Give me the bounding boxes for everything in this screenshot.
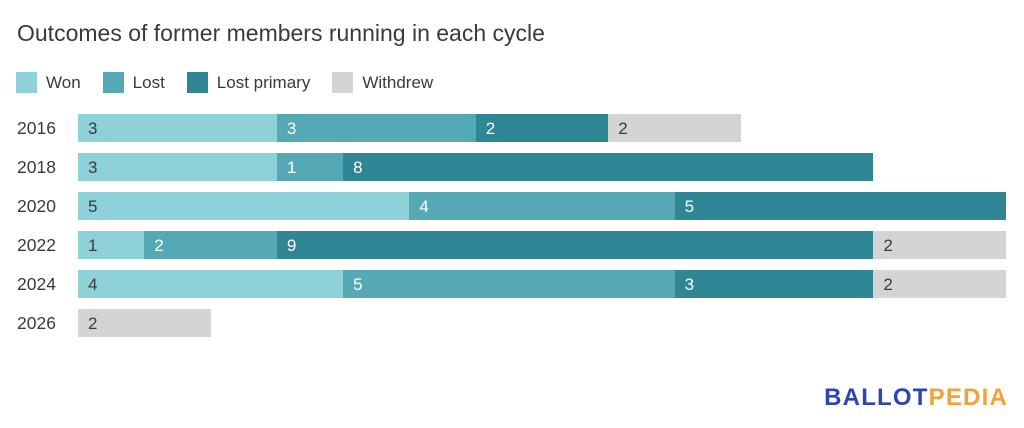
bar-segment-lost-2022: 2 [144,231,277,259]
legend-swatch-won [16,72,37,93]
bar-value-label: 3 [88,157,98,177]
bar-value-label: 5 [353,274,363,294]
bar-segment-withdrew-2026: 2 [78,309,211,337]
bar-value-label: 1 [88,235,98,255]
bar-track: 3 1 8 [78,153,1006,181]
bar-segment-withdrew-2016: 2 [608,114,741,142]
bar-row-2020: 2020 5 4 5 [0,192,1024,220]
logo-part-pedia: PEDIA [928,384,1008,411]
bar-segment-won-2024: 4 [78,270,344,298]
legend-label-lost: Lost [132,72,165,92]
bar-value-label: 3 [684,274,695,294]
bar-track: 5 4 5 [78,192,1006,220]
bar-segment-lost_primary-2022: 9 [276,231,874,259]
bar-value-label: 2 [154,235,164,255]
year-label: 2022 [17,234,56,255]
legend-label-won: Won [46,72,81,92]
bar-segment-lost_primary-2024: 3 [674,270,874,298]
bar-value-label: 3 [88,118,98,138]
legend-label-withdrew: Withdrew [362,72,434,92]
bar-row-2024: 2024 4 5 3 2 [0,270,1024,298]
bar-row-2016: 2016 3 3 2 2 [0,114,1024,142]
logo-part-ballot: BALLOT [824,384,929,411]
bar-segment-won-2016: 3 [78,114,277,142]
bar-segment-withdrew-2022: 2 [873,231,1006,259]
chart-title: Outcomes of former members running in ea… [17,20,545,46]
legend-item-withdrew: Withdrew [332,72,433,93]
legend-swatch-withdrew [332,72,354,93]
bar-value-label: 2 [883,235,893,255]
year-label: 2018 [17,156,56,177]
bar-segment-won-2020: 5 [78,192,410,220]
legend-item-lost_primary: Lost primary [186,72,311,93]
bar-value-label: 3 [286,118,297,138]
year-label: 2024 [17,273,56,294]
legend-swatch-lost [102,72,124,93]
bar-track: 3 3 2 2 [78,114,1006,142]
year-label: 2016 [17,117,56,138]
bar-track: 4 5 3 2 [78,270,1006,298]
bar-value-label: 4 [88,274,98,294]
bar-segment-lost-2018: 1 [276,153,344,181]
bar-segment-won-2018: 3 [78,153,277,181]
bar-segment-lost-2020: 4 [409,192,675,220]
legend-item-lost: Lost [102,72,165,93]
legend-item-won: Won [16,72,81,93]
legend-label-lost_primary: Lost primary [216,72,311,92]
bar-row-2026: 2026 2 [0,309,1024,337]
bar-value-label: 9 [286,235,297,255]
bar-track: 1 2 9 2 [78,231,1006,259]
bar-segment-lost_primary-2020: 5 [674,192,1006,220]
bar-segment-won-2022: 1 [78,231,145,259]
bar-segment-lost-2016: 3 [276,114,476,142]
bar-value-label: 5 [88,196,98,216]
bar-segment-lost_primary-2018: 8 [343,153,874,181]
legend-swatch-lost_primary [186,72,208,93]
bar-row-2018: 2018 3 1 8 [0,153,1024,181]
bar-value-label: 1 [286,157,297,177]
bar-segment-withdrew-2024: 2 [873,270,1006,298]
bar-row-2022: 2022 1 2 9 2 [0,231,1024,259]
bar-segment-lost-2024: 5 [343,270,675,298]
bar-value-label: 2 [618,118,628,138]
bar-value-label: 8 [353,157,363,177]
bar-value-label: 4 [419,196,429,216]
year-label: 2026 [17,312,56,333]
ballotpedia-logo: BALLOTPEDIA [824,384,1008,412]
legend: Won Lost Lost primary Withdrew [16,72,433,93]
bar-track: 2 [78,309,1006,337]
bar-value-label: 5 [684,196,695,216]
bar-value-label: 2 [485,118,496,138]
bar-chart: 2016 3 3 2 2 2018 3 1 8 2020 5 4 5 2022 1 2 9 2 2024 4 5 3 2 20… [0,114,1024,348]
bar-value-label: 2 [88,313,98,333]
bar-segment-lost_primary-2016: 2 [475,114,609,142]
bar-value-label: 2 [883,274,893,294]
year-label: 2020 [17,195,56,216]
